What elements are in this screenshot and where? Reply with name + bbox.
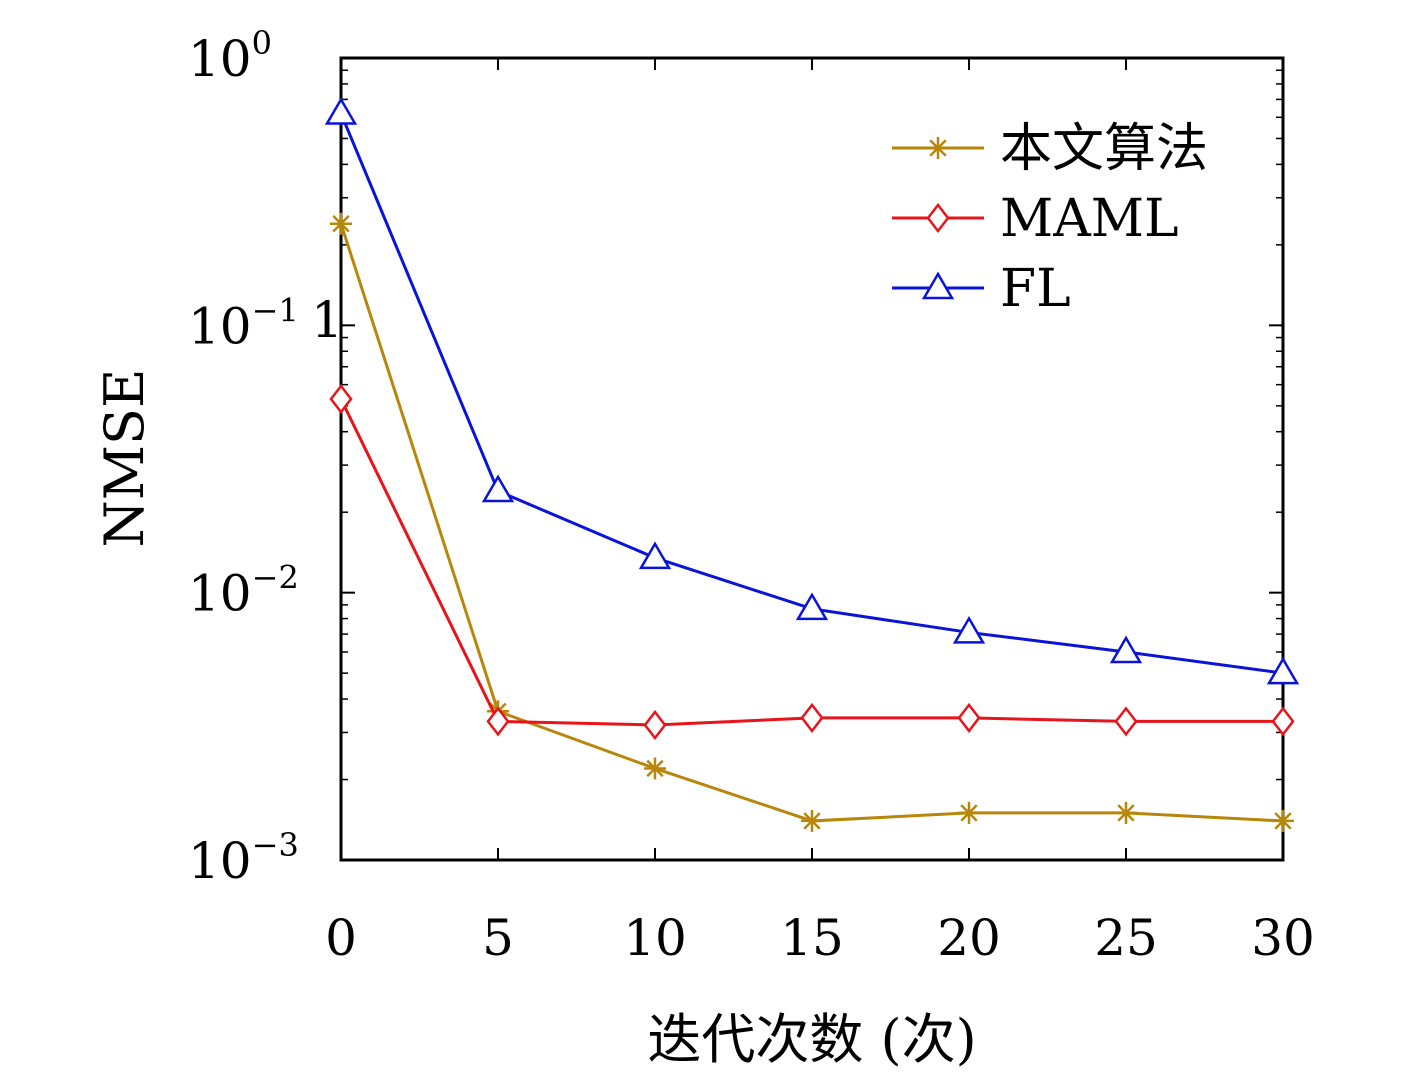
data-point [1271, 706, 1295, 737]
legend-entry: 本文算法 [892, 119, 1208, 179]
x-axis-ticks: 0 5 10 15 20 25 30 [325, 58, 1315, 967]
x-tick-label: 15 [780, 909, 844, 967]
data-point [926, 202, 950, 234]
data-point [643, 709, 667, 741]
data-point [800, 702, 824, 733]
y-tick-label: 100 [188, 24, 272, 88]
data-point [927, 137, 949, 159]
data-point [801, 809, 823, 832]
data-point [1272, 809, 1294, 832]
series-layer [324, 97, 1300, 832]
data-point [486, 706, 510, 737]
data-point [795, 592, 829, 621]
x-tick-label: 10 [623, 909, 687, 967]
data-point [481, 474, 515, 503]
data-point [644, 757, 666, 780]
series-asterisk [330, 212, 1294, 832]
legend-label: 本文算法 [1000, 119, 1208, 179]
data-point [329, 383, 353, 415]
legend: 本文算法 MAML FL [892, 119, 1208, 319]
x-tick-label: 0 [325, 909, 357, 967]
y-tick-label: 10−1 [188, 291, 299, 355]
data-point [958, 801, 980, 824]
legend-label: FL [1000, 259, 1071, 319]
series-diamond [329, 383, 1295, 741]
data-point [1114, 706, 1138, 737]
x-axis-label: 迭代次数 (次) [647, 1008, 976, 1071]
legend-entry: FL [892, 259, 1071, 319]
data-point [1115, 801, 1137, 824]
legend-label: MAML [1000, 189, 1179, 249]
series-line [339, 398, 1283, 727]
data-point [1109, 635, 1143, 664]
x-tick-label: 25 [1094, 909, 1158, 967]
y-axis-label: NMSE [93, 369, 156, 548]
y-tick-label: 10−2 [188, 559, 299, 623]
series-triangle [324, 97, 1300, 685]
data-point [952, 615, 986, 644]
data-point [921, 271, 955, 300]
y-tick-label: 10−3 [188, 826, 299, 890]
x-tick-label: 5 [482, 909, 514, 967]
x-tick-label: 20 [937, 909, 1001, 967]
data-point [1266, 656, 1300, 685]
y-axis-ticks: 100 10−1 10−2 10−3 [188, 24, 1283, 890]
data-point [638, 541, 672, 570]
legend-entry: MAML [892, 189, 1179, 249]
data-point [324, 97, 358, 125]
data-point [957, 702, 981, 733]
stray-label: 1 [311, 291, 343, 349]
x-tick-label: 30 [1251, 909, 1315, 967]
data-point [330, 212, 352, 235]
